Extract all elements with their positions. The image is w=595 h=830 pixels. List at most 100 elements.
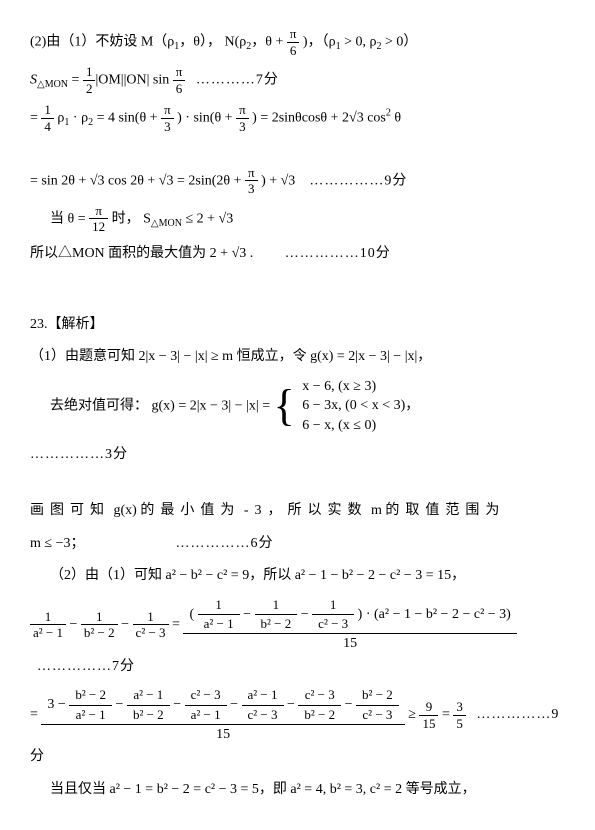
text: = sin 2θ + <box>30 173 90 188</box>
numerator: π <box>245 165 258 182</box>
denominator: 3 <box>161 119 174 135</box>
text: ≤ 2 + <box>182 211 219 226</box>
sqrt3: √3 <box>219 211 234 226</box>
text: ) · (a² − 1 − b² − 2 − c² − 3) <box>354 607 511 622</box>
denominator: b² − 2 <box>255 615 298 633</box>
minus: − <box>240 607 255 622</box>
minus: − <box>341 697 356 712</box>
sqrt3: √3 <box>90 173 105 188</box>
numerator: π <box>161 102 174 119</box>
text: cos <box>364 111 386 126</box>
text: = <box>68 73 83 88</box>
p22-theta-val: 当 θ = π12 时， S△MON ≤ 2 + √3 <box>50 203 565 235</box>
text: （1）由题意可知 2|x − 3| − |x| ≥ m 恒成立，令 g(x) =… <box>30 349 431 364</box>
text: S <box>30 73 37 88</box>
long-fraction-2: 3 − b² − 2a² − 1 − a² − 1b² − 2 − c² − 3… <box>41 686 404 744</box>
p23-part2-intro: （2）由（1）可知 a² − b² − c² = 9，所以 a² − 1 − b… <box>50 563 565 590</box>
denominator: c² − 3 <box>312 615 354 633</box>
fraction-pi3: π3 <box>236 102 249 134</box>
numerator: a² − 1 <box>127 686 170 705</box>
denominator: a² − 1 <box>198 615 240 633</box>
text: 时， S <box>108 211 151 226</box>
denominator: 15 <box>419 716 438 732</box>
text: · ρ <box>69 111 88 126</box>
text: 3 − <box>47 697 69 712</box>
text: = 2sin(2θ + <box>173 173 245 188</box>
numerator: ( 1a² − 1 − 1b² − 2 − 1c² − 3 ) · (a² − … <box>183 596 516 634</box>
fraction-quarter: 14 <box>41 102 54 134</box>
numerator: b² − 2 <box>69 686 112 705</box>
text: （2）由（1）可知 a² − b² − c² = 9，所以 a² − 1 − b… <box>50 568 465 583</box>
denominator: 15 <box>41 725 404 745</box>
text: ) + <box>258 173 281 188</box>
text: m ≤ −3； <box>30 536 84 551</box>
text: -3，所以实数 <box>244 503 368 518</box>
p23-piecewise: 去绝对值可得： g(x) = 2|x − 3| − |x| = { x − 6,… <box>50 377 565 436</box>
long-fraction: ( 1a² − 1 − 1b² − 2 − 1c² − 3 ) · (a² − … <box>183 596 516 654</box>
sqrt3: √3 <box>281 173 296 188</box>
denominator: b² − 2 <box>81 625 118 641</box>
denominator: c² − 3 <box>242 706 284 724</box>
sqrt3: √3 <box>232 246 247 261</box>
denominator: a² − 1 <box>30 625 66 641</box>
text: = 4 sin(θ + <box>93 111 161 126</box>
text: ( <box>189 607 197 622</box>
numerator: 3 <box>453 699 466 716</box>
eq: = <box>438 708 453 723</box>
score-mark-10: ……………10分 <box>285 246 391 261</box>
numerator: 1 <box>30 609 66 626</box>
fraction-pi6: π6 <box>173 64 186 96</box>
denominator: 4 <box>41 119 54 135</box>
p23-part1: （1）由题意可知 2|x − 3| − |x| ≥ m 恒成立，令 g(x) =… <box>30 344 565 371</box>
numerator: 1 <box>198 596 240 615</box>
numerator: 3 − b² − 2a² − 1 − a² − 1b² − 2 − c² − 3… <box>41 686 404 724</box>
text: 当 θ = <box>50 211 89 226</box>
minus: − <box>112 697 127 712</box>
denominator: 15 <box>183 634 516 654</box>
minus: − <box>297 607 312 622</box>
sub: △MON <box>151 218 182 229</box>
numerator: π <box>236 102 249 119</box>
numerator: 1 <box>81 609 118 626</box>
score-mark-3: ……………3分 <box>30 447 128 462</box>
text: g(x) <box>114 503 137 518</box>
text: 去绝对值可得： g(x) = 2|x − 3| − |x| = <box>50 398 274 413</box>
score-mark-7: ……………7分 <box>37 659 135 674</box>
frac: b² − 2c² − 3 <box>356 686 399 723</box>
denominator: c² − 3 <box>133 625 169 641</box>
fraction-pi3: π3 <box>245 165 258 197</box>
frac: 1b² − 2 <box>255 596 298 633</box>
minus: − <box>227 697 242 712</box>
denominator: 6 <box>287 43 300 59</box>
text: 当且仅当 a² − 1 = b² − 2 = c² − 3 = 5，即 a² =… <box>50 782 476 797</box>
denominator: 3 <box>236 119 249 135</box>
text: ) · sin(θ + <box>174 111 236 126</box>
case-1: x − 6, (x ≥ 3) <box>298 377 419 397</box>
denominator: b² − 2 <box>298 706 341 724</box>
denominator: c² − 3 <box>356 706 399 724</box>
numerator: b² − 2 <box>356 686 399 705</box>
denominator: 2 <box>83 81 96 97</box>
frac: a² − 1c² − 3 <box>242 686 284 723</box>
numerator: 1 <box>133 609 169 626</box>
frac-3: 1c² − 3 <box>133 609 169 641</box>
numerator: 1 <box>255 596 298 615</box>
denominator: b² − 2 <box>127 706 170 724</box>
numerator: 1 <box>312 596 354 615</box>
eq: = <box>169 617 184 632</box>
text: > 0, ρ <box>341 34 377 49</box>
fraction-pi6: π6 <box>287 26 300 58</box>
frac-2: 1b² − 2 <box>81 609 118 641</box>
p23-m-range: m ≤ −3； ……………6分 <box>30 531 565 558</box>
eq: = <box>30 708 41 723</box>
p22-conclusion: 所以△MON 面积的最大值为 2 + √3 . ……………10分 <box>30 241 565 268</box>
minus: − <box>118 617 133 632</box>
text: 画图可知 <box>30 503 110 518</box>
text: > 0） <box>381 34 417 49</box>
text: 的取值范围为 <box>385 503 505 518</box>
left-brace: { <box>274 384 295 428</box>
frac: b² − 2a² − 1 <box>69 686 112 723</box>
cases-block: x − 6, (x ≥ 3) 6 − 3x, (0 < x < 3)， 6 − … <box>298 377 419 436</box>
text: = <box>30 111 41 126</box>
p22-area-formula: S△MON = 12|OM||ON| sin π6 …………7分 <box>30 64 565 96</box>
